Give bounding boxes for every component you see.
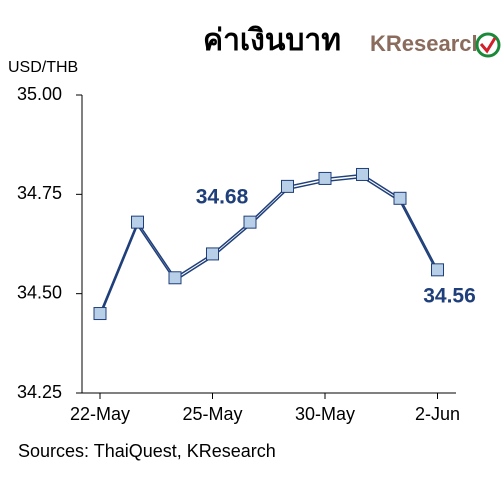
y-tick-label: 34.50: [17, 282, 62, 302]
marker: [356, 167, 369, 181]
marker: [93, 307, 107, 321]
logo-text: KResearch: [370, 31, 485, 56]
logo-icon: [475, 32, 501, 58]
marker: [431, 263, 444, 277]
source: Sources: ThaiQuest, KResearch: [18, 441, 276, 461]
value-label: 34.56: [423, 284, 476, 307]
y-axis-label: USD/THB: [8, 59, 78, 76]
y-tick-label: 35.00: [17, 84, 62, 104]
marker: [281, 179, 294, 193]
marker: [131, 215, 144, 229]
marker: [318, 171, 332, 185]
marker: [393, 191, 407, 205]
value-label: 34.68: [196, 186, 249, 209]
x-tick-label: 2-Jun: [415, 404, 460, 424]
y-tick-label: 34.75: [17, 183, 62, 203]
x-tick-label: 25-May: [182, 404, 242, 424]
marker: [243, 215, 257, 229]
marker: [206, 247, 219, 261]
marker: [168, 271, 182, 285]
data-line-shadow: [99, 176, 439, 317]
x-tick-label: 30-May: [295, 404, 355, 424]
x-tick-label: 22-May: [70, 404, 130, 424]
chart-title: ค่าเงินบาท: [203, 24, 341, 57]
y-tick-label: 34.25: [17, 382, 62, 402]
data-line: [99, 173, 439, 314]
